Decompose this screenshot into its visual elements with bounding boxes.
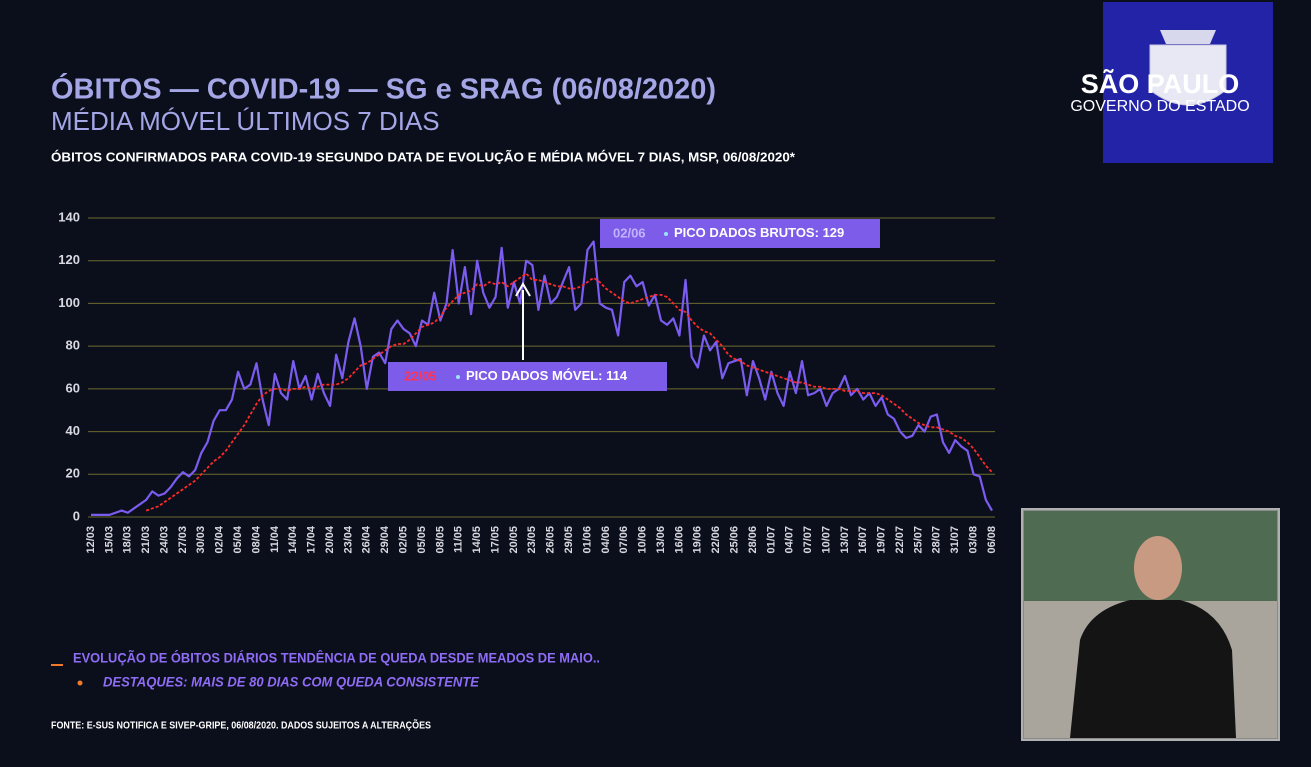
x-tick-label: 19/06 [692,526,704,554]
x-tick-label: 16/07 [857,526,869,554]
y-tick-label: 40 [66,423,80,438]
y-tick-label: 120 [58,252,80,267]
x-tick-label: 28/06 [747,526,759,554]
x-tick-label: 10/07 [820,526,832,554]
x-tick-label: 30/03 [195,526,207,554]
y-tick-label: 20 [66,466,80,481]
x-tick-label: 24/03 [158,526,170,554]
annotation-text: PICO DADOS MÓVEL: 114 [466,368,628,383]
x-tick-label: 17/04 [306,525,318,553]
x-tick-label: 26/04 [361,525,373,553]
source: FONTE: E-SUS NOTIFICA E SIVEP-GRIPE, 06/… [51,719,431,732]
annotation-value: 114 [606,368,628,383]
x-tick-label: 07/07 [802,526,814,554]
x-tick-label: 13/06 [655,526,667,554]
note: DESTAQUES: MAIS DE 80 DIAS COM QUEDA CON… [103,674,480,690]
y-tick-label: 100 [58,295,80,310]
x-tick-label: 05/04 [232,525,244,553]
y-tick-label: 0 [73,508,80,523]
x-tick-label: 07/06 [618,526,630,554]
annotation-bullet [456,375,460,379]
x-tick-label: 25/06 [728,526,740,554]
x-tick-label: 15/03 [103,526,115,554]
x-tick-label: 27/03 [177,526,189,554]
logo-motto: NON DVCOR DVCO [1156,121,1222,128]
series-line [91,240,993,516]
x-tick-label: 20/04 [324,525,336,553]
x-tick-label: 12/03 [85,526,97,554]
x-tick-label: 28/07 [931,526,943,554]
x-tick-label: 14/05 [471,526,483,554]
x-tick-label: 11/04 [269,525,281,553]
annotation-arrowhead [515,282,531,297]
x-tick-label: 03/08 [968,526,980,554]
subtitle: MÉDIA MÓVEL ÚLTIMOS 7 DIAS [51,106,440,136]
x-tick-label: 17/05 [489,526,501,554]
x-tick-label: 08/04 [250,525,262,553]
x-tick-label: 29/05 [563,526,575,554]
note: EVOLUÇÃO DE ÓBITOS DIÁRIOS TENDÊNCIA DE … [73,649,600,666]
x-tick-label: 23/04 [342,525,354,553]
annotation-date: 22/05 [404,368,437,383]
x-tick-label: 05/05 [416,526,428,554]
annotation-value: 129 [823,225,845,240]
x-tick-label: 02/05 [397,526,409,554]
x-tick-label: 26/05 [545,526,557,554]
logo-shield [1149,44,1227,106]
x-tick-label: 04/07 [784,526,796,554]
x-tick-label: 29/04 [379,525,391,553]
annotation-label: PICO DADOS MÓVEL: [466,368,603,383]
x-tick-label: 23/05 [526,526,538,554]
logo-text: GOVERNO DO ESTADO [1070,98,1249,115]
chart-title: ÓBITOS CONFIRMADOS PARA COVID-19 SEGUNDO… [51,149,796,164]
annotation-text: PICO DADOS BRUTOS: 129 [674,225,844,240]
y-tick-label: 140 [58,209,80,224]
x-tick-label: 01/07 [765,526,777,554]
annotation-box [388,362,667,391]
series-line [145,272,993,512]
note-bullet [77,680,83,686]
x-tick-label: 18/03 [122,526,134,554]
x-tick-label: 14/04 [287,525,299,553]
chart: 0 20 40 60 80 100 120 140 12/03 15/03 18/03 21/03 24… [58,209,998,553]
x-tick-label: 02/04 [214,525,226,553]
x-tick-label: 08/05 [434,526,446,554]
x-tick-label: 01/06 [581,526,593,554]
x-tick-label: 25/07 [912,526,924,554]
annotation-label: PICO DADOS BRUTOS: [674,225,819,240]
x-tick-label: 22/07 [894,526,906,554]
annotation-date: 02/06 [613,225,646,240]
x-tick-label: 22/06 [710,526,722,554]
x-tick-label: 21/03 [140,526,152,554]
y-tick-label: 80 [66,338,80,353]
x-tick-label: 19/07 [876,526,888,554]
x-tick-label: 06/08 [986,526,998,554]
y-tick-label: 60 [66,380,80,395]
annotation-bullet [664,232,668,236]
video-person-head [1134,536,1182,600]
x-tick-label: 11/05 [453,526,465,553]
x-tick-label: 31/07 [949,526,961,554]
x-tick-label: 20/05 [508,526,520,554]
x-tick-label: 13/07 [839,526,851,554]
logo-crown [1160,30,1216,44]
video-person-body [1070,600,1236,738]
x-tick-label: 16/06 [673,526,685,554]
logo-text: SÃO PAULO [1081,68,1240,99]
x-tick-label: 04/06 [600,526,612,554]
x-tick-label: 10/06 [637,526,649,554]
title: ÓBITOS — COVID-19 — SG e SRAG (06/08/202… [51,72,716,106]
annotation-box [600,219,880,248]
